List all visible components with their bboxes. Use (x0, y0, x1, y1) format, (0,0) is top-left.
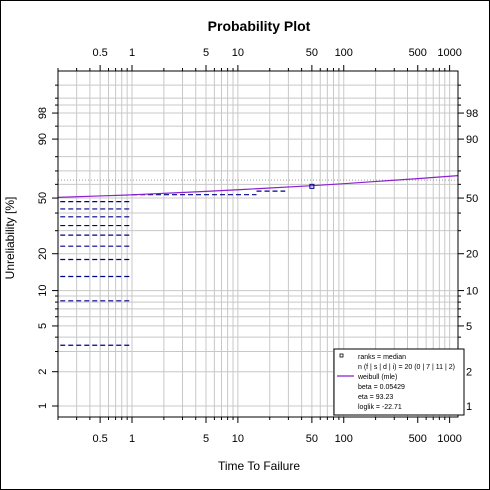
legend-entry: eta = 93.23 (358, 394, 393, 401)
x-tick-label: 1 (129, 47, 135, 59)
y-axis-title: Unreliability [%] (3, 197, 17, 280)
y-tick-label: 90 (37, 133, 49, 145)
y-tick-label: 5 (466, 321, 472, 333)
x-tick-labels-bottom: 0.5 1 5 10 50 100 500 1000 (92, 433, 461, 445)
data-point (309, 183, 315, 189)
x-tick-label: 5 (203, 47, 209, 59)
x-tick-label: 1000 (437, 47, 461, 59)
legend-entry: weibull (mle) (357, 374, 397, 381)
series-line (57, 175, 459, 198)
x-axis-title: Time To Failure (218, 459, 300, 473)
tick-marks (52, 65, 464, 423)
plot-frame (57, 70, 459, 418)
legend-entry: ranks = median (358, 354, 406, 361)
fit-series (57, 175, 459, 198)
y-tick-label: 2 (466, 367, 472, 379)
y-tick-label: 1 (466, 401, 472, 413)
y-tick-label: 90 (466, 134, 478, 146)
x-tick-label: 1 (129, 433, 135, 445)
x-tick-label: 50 (306, 47, 318, 59)
legend-box (333, 348, 465, 416)
x-tick-labels-top: 0.5 1 5 10 50 100 500 1000 (92, 47, 461, 59)
y-tick-label: 98 (466, 108, 478, 120)
y-tick-label: 10 (37, 284, 49, 296)
chart-title: Probability Plot (208, 18, 311, 34)
x-tick-label: 5 (203, 433, 209, 445)
x-tick-label: 500 (409, 47, 427, 59)
legend-entry: loglik = -22.71 (358, 404, 402, 411)
x-tick-label: 10 (232, 433, 244, 445)
x-tick-label: 10 (232, 47, 244, 59)
legend: ranks = median n (f | s | d | i) = 20 (0 … (333, 348, 465, 416)
y-tick-label: 20 (37, 248, 49, 260)
y-tick-labels-left: 1 2 5 10 20 50 90 98 (37, 107, 49, 409)
y-tick-label: 98 (37, 107, 49, 119)
legend-rank-marker (339, 353, 344, 358)
y-tick-label: 50 (37, 192, 49, 204)
legend-entry: beta = 0.05429 (358, 384, 405, 391)
y-tick-label: 1 (37, 403, 49, 409)
legend-entry: n (f | s | d | i) = 20 (0 | 7 | 11 | 2) (358, 364, 455, 371)
data-points (309, 183, 315, 189)
x-tick-label: 1000 (437, 433, 461, 445)
y-tick-label: 2 (37, 369, 49, 375)
y-tick-label: 50 (466, 193, 478, 205)
x-tick-label: 0.5 (92, 433, 107, 445)
y-tick-label: 20 (466, 249, 478, 261)
x-tick-label: 50 (306, 433, 318, 445)
x-tick-label: 0.5 (92, 47, 107, 59)
y-tick-labels-right: 1 2 5 10 20 50 90 98 (466, 108, 478, 413)
y-tick-label: 10 (466, 286, 478, 298)
interval-segments (60, 190, 286, 346)
x-tick-label: 500 (409, 433, 427, 445)
x-tick-label: 100 (335, 433, 353, 445)
y-tick-label: 5 (37, 323, 49, 329)
x-tick-label: 100 (335, 47, 353, 59)
